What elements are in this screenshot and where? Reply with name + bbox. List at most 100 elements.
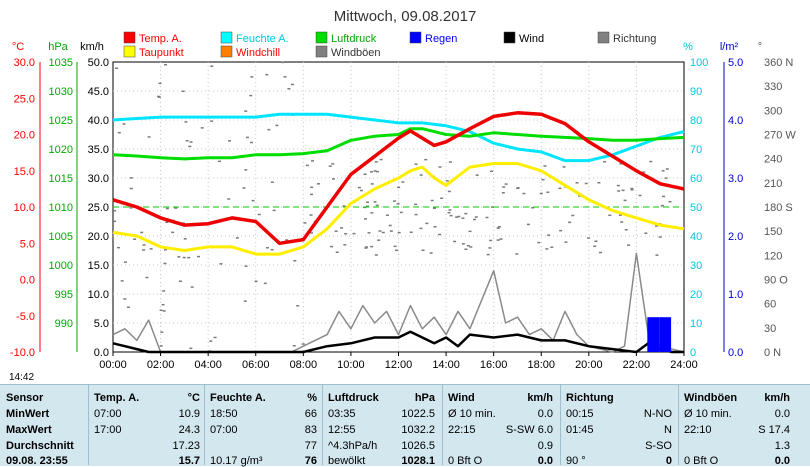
- temp-tick-label: 30.0: [14, 57, 35, 69]
- stat-value: 24.3: [178, 424, 200, 436]
- pressure-tick-label: 1025: [49, 115, 73, 127]
- column-separator: [88, 384, 89, 465]
- stat-note: 17:00: [94, 424, 122, 436]
- direction-tick-label: 180 S: [764, 202, 793, 214]
- legend-label: Richtung: [613, 33, 656, 45]
- stat-value: 1028.1: [401, 455, 435, 467]
- row-label: 09.08. 23:55: [6, 455, 68, 467]
- direction-tick-label: 90 O: [764, 275, 788, 287]
- statistics-table: [0, 384, 810, 466]
- stat-note: Ø 10 min.: [684, 408, 732, 420]
- stat-value: 0: [665, 455, 672, 467]
- x-tick-label: 16:00: [480, 359, 508, 371]
- stat-value: 66: [304, 408, 317, 420]
- humidity-tick-label: 20: [690, 289, 702, 301]
- legend-swatch: [315, 31, 328, 44]
- row-label: Sensor: [6, 392, 44, 404]
- column-header: Richtung: [566, 392, 614, 404]
- legend-swatch: [123, 31, 136, 44]
- x-tick-label: 02:00: [147, 359, 175, 371]
- column-separator: [678, 384, 679, 465]
- column-separator: [322, 384, 323, 465]
- rain-tick-label: 0.0: [728, 347, 743, 359]
- wind-tick-label: 35.0: [88, 144, 109, 156]
- stat-value: 1032.2: [401, 424, 435, 436]
- weather-chart: Mittwoch, 09.08.2017 Temp. A. Feuchte A. L…: [10, 8, 796, 371]
- column-separator: [442, 384, 443, 465]
- legend-label: Windböen: [331, 47, 381, 59]
- temp-tick-label: 0.0: [20, 275, 35, 287]
- x-tick-label: 22:00: [623, 359, 651, 371]
- series-line-temp: [112, 111, 685, 246]
- column-header: Feuchte A.: [210, 392, 266, 404]
- x-tick-label: 10:00: [337, 359, 365, 371]
- wind-tick-label: 30.0: [88, 173, 109, 185]
- column-unit: km/h: [764, 392, 790, 404]
- stat-value: 0.9: [537, 440, 553, 452]
- wind-tick-label: 45.0: [88, 86, 109, 98]
- direction-tick-label: 120: [764, 250, 782, 262]
- pressure-tick-label: 1020: [49, 144, 73, 156]
- plot-area: [112, 61, 685, 354]
- legend-swatch: [123, 45, 136, 58]
- wind-tick-label: 50.0: [88, 57, 109, 69]
- stat-note: 01:45: [566, 424, 594, 436]
- stat-note: 0 Bft O: [684, 455, 719, 467]
- rain-bar: [647, 317, 660, 352]
- pressure-tick-label: 1000: [49, 260, 73, 272]
- series-line-taupunkt: [112, 162, 685, 256]
- rain-bar: [659, 317, 672, 352]
- column-unit: °C: [187, 392, 200, 404]
- humidity-tick-label: 80: [690, 115, 702, 127]
- temp-tick-label: 15.0: [14, 166, 35, 178]
- humidity-tick-label: 100: [690, 57, 708, 69]
- direction-tick-label: 30: [764, 323, 776, 335]
- pressure-tick-label: 1010: [49, 202, 73, 214]
- legend-swatch: [597, 31, 610, 44]
- stat-note: 22:15: [448, 424, 476, 436]
- pressure-tick-label: 1005: [49, 231, 73, 243]
- axis-unit-label: °C: [12, 41, 24, 53]
- stat-value: 83: [304, 424, 317, 436]
- legend-swatch: [409, 31, 422, 44]
- legend-label: Windchill: [236, 47, 280, 59]
- legend-swatch: [220, 45, 233, 58]
- stat-note: 03:35: [328, 408, 356, 420]
- column-unit: km/h: [527, 392, 553, 404]
- column-header: Wind: [448, 392, 475, 404]
- wind-tick-label: 25.0: [88, 202, 109, 214]
- stat-value: 17.23: [172, 440, 200, 452]
- axis-unit-label: °: [758, 41, 762, 53]
- column-header: Windböen: [684, 392, 738, 404]
- axis-unit-label: km/h: [80, 41, 104, 53]
- x-tick-label: 12:00: [385, 359, 413, 371]
- wind-tick-label: 10.0: [88, 289, 109, 301]
- legend-label: Luftdruck: [331, 33, 377, 45]
- row-label: Durchschnitt: [6, 440, 74, 452]
- direction-tick-label: 0 N: [764, 347, 781, 359]
- stat-note: 18:50: [210, 408, 238, 420]
- stat-note: bewölkt: [328, 455, 366, 467]
- column-header: Temp. A.: [94, 392, 140, 404]
- current-time-label: 14:42: [9, 372, 35, 383]
- stat-value: 0.0: [537, 455, 553, 467]
- legend-swatch: [503, 31, 516, 44]
- humidity-tick-label: 30: [690, 260, 702, 272]
- direction-tick-label: 330: [764, 81, 782, 93]
- wind-tick-label: 5.0: [94, 318, 109, 330]
- legend-label: Feuchte A.: [236, 33, 289, 45]
- rain-tick-label: 4.0: [728, 115, 743, 127]
- chart-axes: 00:00 02:00 04:00 06:00 08:00 10:00 12:00 14:00…: [10, 41, 796, 371]
- stat-value: 0.0: [774, 408, 790, 420]
- legend-swatch: [220, 31, 233, 44]
- direction-tick-label: 60: [764, 299, 776, 311]
- x-tick-label: 14:00: [432, 359, 460, 371]
- x-tick-label: 18:00: [527, 359, 555, 371]
- stat-value: S-SW 6.0: [505, 424, 553, 436]
- pressure-tick-label: 995: [55, 289, 73, 301]
- stat-note: ^4.3hPa/h: [328, 440, 378, 452]
- direction-tick-label: 240: [764, 154, 782, 166]
- stat-note: 10.17 g/m³: [210, 455, 263, 467]
- humidity-tick-label: 0: [690, 347, 696, 359]
- direction-tick-label: 270 W: [764, 130, 796, 142]
